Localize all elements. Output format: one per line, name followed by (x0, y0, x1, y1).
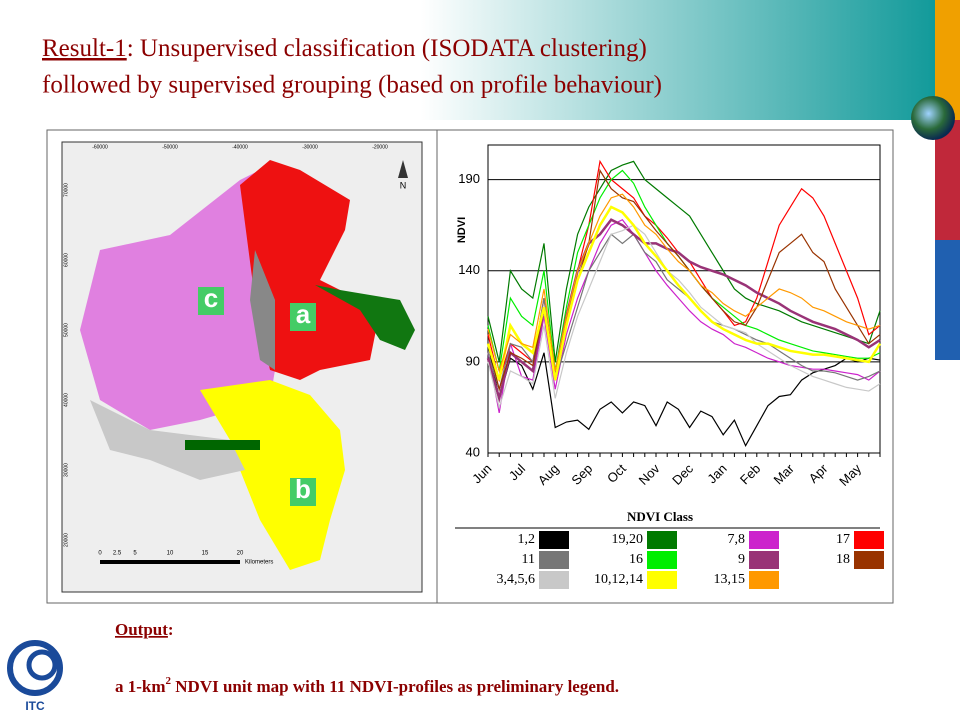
globe-icon (911, 96, 955, 140)
map-y-label: 70000 (63, 183, 69, 197)
output-pre: a 1-km (115, 677, 166, 696)
map-x-label: -40000 (232, 144, 248, 150)
title-line: followed by supervised grouping (based o… (42, 72, 662, 99)
title-line: Result-1: Unsupervised classification (I… (42, 35, 647, 62)
output-heading: Output: (115, 620, 174, 639)
zone-box (290, 303, 316, 331)
legend-swatch (647, 571, 677, 589)
zone-green (315, 285, 415, 350)
north-arrow (398, 160, 408, 178)
zone-box (290, 478, 316, 506)
legend-swatch (749, 551, 779, 569)
map-y-label: 40000 (63, 393, 69, 407)
map-y-label: 20000 (63, 533, 69, 547)
y-tick-label: 190 (458, 171, 480, 186)
logo-ring (26, 649, 58, 681)
y-tick-label: 140 (458, 262, 480, 277)
legend-label: 9 (738, 552, 745, 567)
legend-swatch (854, 531, 884, 549)
legend-label: 7,8 (728, 532, 746, 547)
zone-gray (90, 400, 245, 480)
y-tick-label: 40 (466, 444, 480, 459)
title-text: : Unsupervised classification (ISODATA c… (127, 35, 647, 62)
scale-label: 10 (167, 551, 174, 557)
zone-label: b (295, 474, 311, 504)
y-tick-label: 90 (466, 353, 480, 368)
scale-bar (100, 560, 240, 564)
series-line (487, 343, 881, 448)
output-post: NDVI unit map with 11 NDVI-profiles as p… (171, 677, 619, 696)
header-band (0, 0, 935, 120)
output-label: Output (115, 620, 168, 639)
zone-yellow (200, 380, 345, 570)
output-text: a 1-km2 NDVI unit map with 11 NDVI-profi… (115, 675, 619, 696)
output-sep: : (168, 620, 174, 639)
zone-label: a (296, 299, 311, 329)
plot-area (487, 144, 881, 454)
logo-ring (7, 640, 63, 696)
map-x-label: -30000 (302, 144, 318, 150)
side-bar (935, 240, 960, 360)
map-x-label: -60000 (92, 144, 108, 150)
map-x-label: -50000 (162, 144, 178, 150)
legend-label: 1,2 (518, 532, 536, 547)
series-line (486, 205, 882, 381)
scale-label: 20 (237, 551, 244, 557)
scale-label: 0 (98, 551, 102, 557)
legend-label: 11 (522, 552, 535, 567)
map-y-label: 60000 (63, 253, 69, 267)
scale-label: 2.5 (113, 551, 122, 557)
map-x-label: -20000 (372, 144, 388, 150)
legend-swatch (539, 571, 569, 589)
output-sup: 2 (166, 675, 172, 687)
legend-label: 17 (836, 532, 850, 547)
legend-label: 16 (629, 552, 643, 567)
legend-label: 18 (836, 552, 850, 567)
legend-swatch (749, 531, 779, 549)
map-y-label: 30000 (63, 463, 69, 477)
scale-label: 5 (133, 551, 137, 557)
series-line (487, 193, 881, 374)
map: c a b N Kilometers (61, 141, 423, 593)
zone-box (198, 287, 224, 315)
legend-title: NDVI Class (627, 509, 693, 524)
logo: ITC (7, 640, 63, 713)
title-label: Result-1 (42, 35, 127, 62)
legend-swatch (749, 571, 779, 589)
series-line (487, 160, 881, 363)
legend-swatch (647, 531, 677, 549)
scale-label: 15 (202, 551, 209, 557)
logo-text: ITC (25, 699, 45, 713)
zone-gray-dark (250, 250, 275, 370)
legend-label: 10,12,14 (594, 572, 643, 587)
legend-label: 3,4,5,6 (497, 572, 536, 587)
side-bar (935, 120, 960, 240)
series-line (487, 218, 881, 414)
legend-swatch (647, 551, 677, 569)
legend-swatch (539, 551, 569, 569)
legend-swatch (854, 551, 884, 569)
zone-label: c (204, 283, 218, 313)
legend-label: 19,20 (612, 532, 644, 547)
series-line (487, 224, 881, 410)
scale-unit: Kilometers (245, 560, 273, 566)
y-axis-title: NDVI (456, 217, 468, 243)
legend-swatch (539, 531, 569, 549)
legend-label: 13,15 (714, 572, 746, 587)
map-y-label: 50000 (63, 323, 69, 337)
zone-pink (80, 165, 275, 430)
zone-dark (185, 440, 260, 450)
north-label: N (400, 180, 407, 190)
